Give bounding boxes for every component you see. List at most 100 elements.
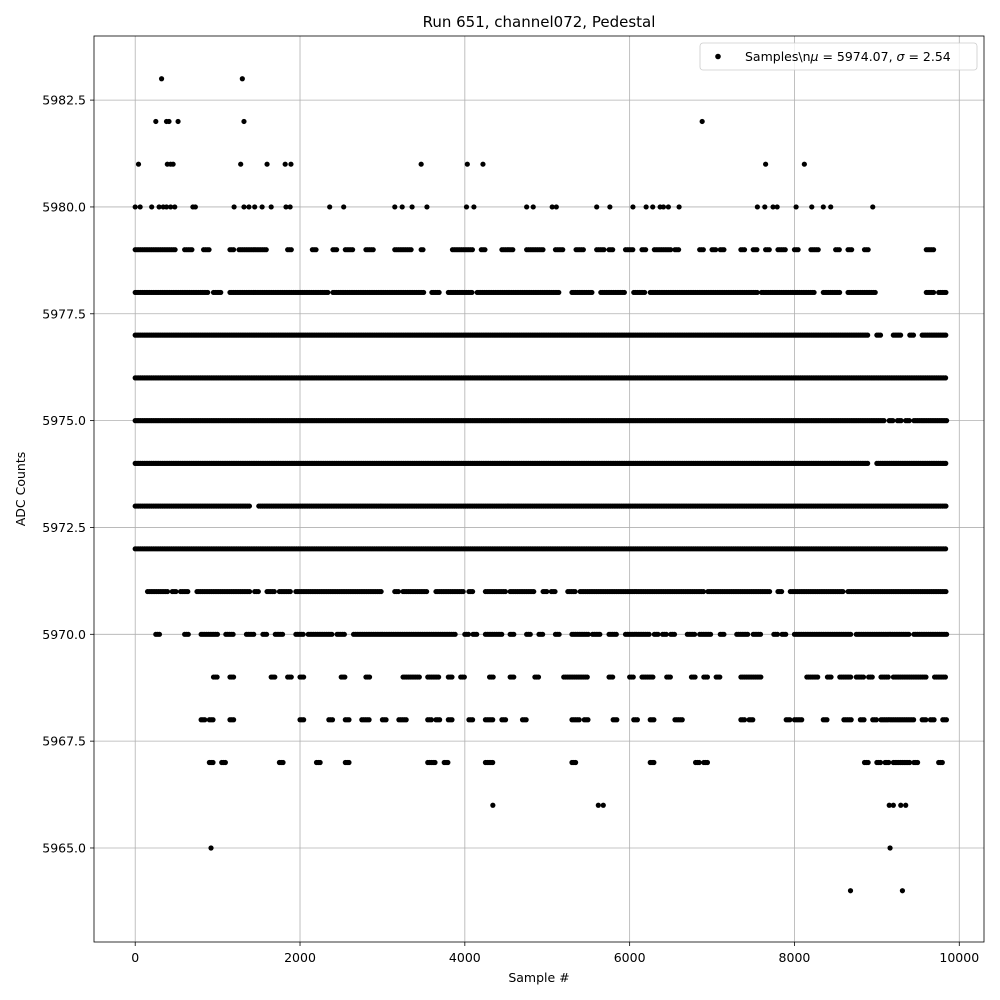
data-point [206,247,212,253]
data-point [757,631,764,637]
data-point [585,717,591,723]
data-point [329,631,335,637]
data-point [754,289,760,296]
legend-mu-value: = 5974.07, [818,49,896,64]
data-point [329,717,336,723]
data-point [222,759,228,766]
data-point [589,289,595,296]
data-point [408,247,414,253]
data-point [601,247,607,253]
data-point [665,204,671,210]
data-point [660,204,667,210]
data-point [943,717,950,723]
data-point [594,204,600,210]
data-point [595,802,601,808]
data-point [210,717,216,723]
data-point [421,289,427,296]
data-point [799,717,805,723]
data-point [848,717,854,723]
data-point [865,759,871,766]
plot-frame [93,35,985,943]
data-point [614,717,620,723]
data-point [325,289,331,296]
data-point [700,247,706,253]
data-point [544,588,550,595]
data-point [931,717,937,723]
legend-sigma-value: = 2.54 [904,49,950,64]
data-point [366,674,373,680]
data-point [540,631,546,637]
data-point [239,76,245,82]
chart-title: Run 651, channel072, Pedestal [423,13,656,31]
data-point [887,845,893,851]
data-point [828,674,834,680]
data-point [366,717,372,723]
data-point [231,247,237,253]
data-point [869,674,875,680]
data-point [231,204,237,210]
data-point [828,204,834,210]
data-point [264,161,270,167]
data-point [700,588,707,595]
data-point [341,204,347,210]
data-point [432,759,438,766]
data-point [287,204,293,210]
data-point [899,888,906,894]
data-point [877,759,884,766]
data-point [704,674,711,680]
data-point [643,204,649,210]
data-point [741,717,748,723]
data-point [241,204,247,210]
data-point [511,631,517,637]
data-point [762,204,768,210]
data-point [502,588,508,595]
data-point [327,204,333,210]
data-point [890,418,896,424]
data-point [607,204,613,210]
data-point [490,674,496,680]
data-point [334,247,340,253]
data-point [499,631,505,637]
data-point [202,717,208,723]
data-point [836,247,842,253]
data-point [600,802,606,808]
data-point [252,204,258,210]
data-point [474,631,480,637]
data-point [943,460,949,466]
data-point [815,247,821,253]
data-point [192,204,198,210]
data-point [437,717,443,723]
data-point [820,204,826,210]
legend: Samples\nμ = 5974.07, σ = 2.54 [699,42,978,71]
data-point [549,204,555,210]
data-point [418,161,424,167]
data-point [584,674,590,680]
data-point [923,674,929,680]
data-point [469,247,476,253]
data-point [158,76,165,82]
data-point [754,247,760,253]
data-point [560,247,566,253]
data-point [865,247,871,253]
data-point [214,631,221,637]
data-point [923,717,929,723]
data-point [861,717,867,723]
data-point [156,204,162,210]
data-point [480,161,486,167]
data-point [865,332,871,338]
data-point [930,247,937,253]
data-point [750,717,756,723]
data-point [809,204,815,210]
data-point [713,247,719,253]
data-point [288,674,294,680]
data-point [671,631,678,637]
data-point [630,204,636,210]
data-point [663,631,669,637]
data-point [655,631,661,637]
data-point [241,118,247,125]
x-tick-label: 6000 [614,950,646,965]
data-point [231,674,237,680]
data-point [848,631,854,637]
data-point [424,588,430,595]
y-axis-label: ADC Counts [13,452,28,527]
